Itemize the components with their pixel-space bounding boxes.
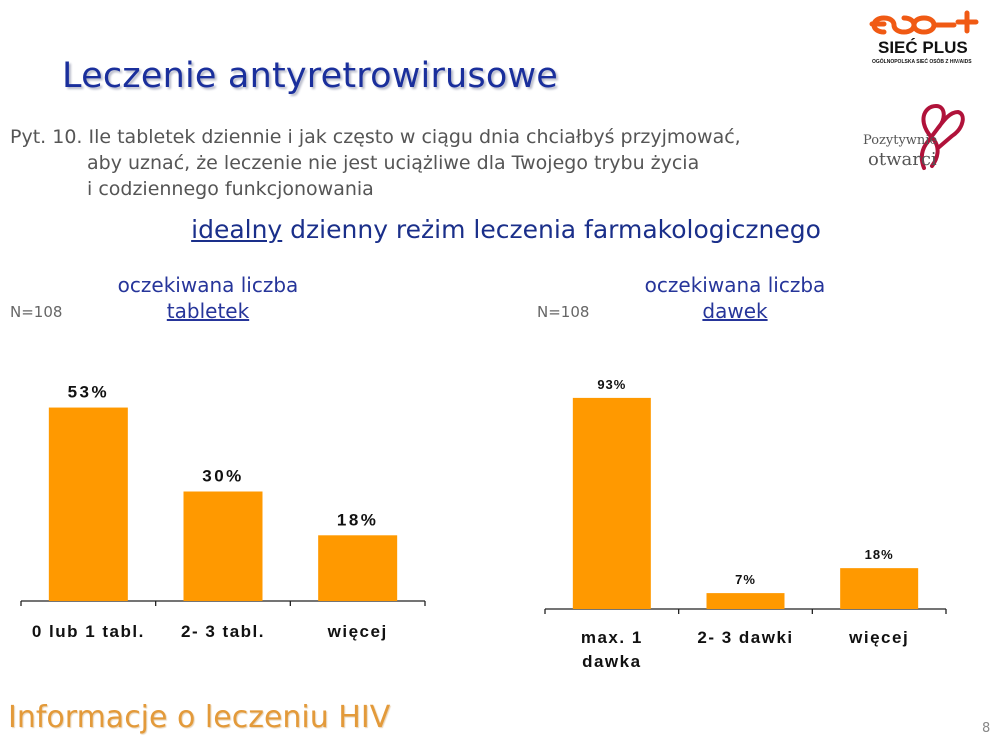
siec-plus-name: SIEĆ PLUS <box>878 38 968 57</box>
question-line-3: i codziennego funkcjonowania <box>87 178 374 200</box>
category-label-tablets-0: 0 lub 1 tabl. <box>32 622 145 641</box>
category-label-doses-2: więcej <box>848 628 909 647</box>
data-label-tablets-1: 30% <box>202 467 244 486</box>
category-label-doses-0: max. 1 dawka <box>581 628 643 671</box>
category-label-tablets-2: więcej <box>327 622 388 641</box>
bar-tablets-2 <box>318 535 398 601</box>
question-text: Pyt. 10. Ile tabletek dziennie i jak czę… <box>10 124 741 202</box>
question-line-2: aby uznać, że leczenie nie jest uciążliw… <box>87 152 700 174</box>
category-label-doses-1: 2- 3 dawki <box>697 628 793 647</box>
category-label-line: 2- 3 dawki <box>697 628 793 647</box>
bar-doses-1 <box>706 593 785 609</box>
data-label-doses-0: 93% <box>597 377 626 392</box>
bar-doses-0 <box>572 397 651 609</box>
data-label-doses-1: 7% <box>735 572 756 587</box>
bar-tablets-0 <box>48 407 128 601</box>
category-label-line: więcej <box>327 622 388 641</box>
chart-2-sample-size: N=108 <box>537 303 590 321</box>
chart-2-title-line-2: dawek <box>702 299 768 323</box>
subtitle-emphasis: idealny <box>191 215 283 244</box>
page-title: Leczenie antyretrowirusowe <box>62 56 559 96</box>
category-label-line: 2- 3 tabl. <box>181 622 265 641</box>
data-label-doses-2: 18% <box>865 547 894 562</box>
data-label-tablets-2: 18% <box>337 510 379 529</box>
ribbon-heart-icon <box>919 104 965 170</box>
siec-plus-logo: SIEĆ PLUS OGÓLNOPOLSKA SIEĆ OSÓB Z HIV/A… <box>864 10 984 70</box>
bar-doses-2 <box>840 568 919 609</box>
subtitle-rest: dzienny reżim leczenia farmakologicznego <box>282 215 821 244</box>
category-label-tablets-1: 2- 3 tabl. <box>181 622 265 641</box>
category-label-line: max. 1 <box>581 628 643 647</box>
footer-title: Informacje o leczeniu HIV <box>8 700 391 735</box>
otwarci-text: otwarci <box>868 149 937 170</box>
category-label-line: 0 lub 1 tabl. <box>32 622 145 641</box>
chart-1-title-line-2: tabletek <box>166 299 250 323</box>
page-number: 8 <box>982 721 991 736</box>
category-label-line: więcej <box>848 628 909 647</box>
chart-2-title: oczekiwana liczba dawek <box>635 272 835 324</box>
bar-tablets-1 <box>183 491 263 601</box>
data-label-tablets-0: 53% <box>68 383 110 402</box>
section-subtitle: idealny dzienny reżim leczenia farmakolo… <box>0 215 999 244</box>
question-line-1: Pyt. 10. Ile tabletek dziennie i jak czę… <box>10 126 741 148</box>
chart-2-title-line-1: oczekiwana liczba <box>644 273 826 297</box>
siec-plus-logo-mark: SIEĆ PLUS OGÓLNOPOLSKA SIEĆ OSÓB Z HIV/A… <box>869 10 979 65</box>
chart-1-title: oczekiwana liczba tabletek <box>108 272 308 324</box>
pozytywnie-otwarci-logo: Pozytywnie otwarci <box>858 100 968 175</box>
chart-1-title-line-1: oczekiwana liczba <box>117 273 299 297</box>
siec-plus-tagline: OGÓLNOPOLSKA SIEĆ OSÓB Z HIV/AIDS <box>872 57 972 65</box>
pozytywnie-text: Pozytywnie <box>863 133 938 148</box>
chart-1-sample-size: N=108 <box>10 303 63 321</box>
category-label-line: dawka <box>582 652 641 671</box>
